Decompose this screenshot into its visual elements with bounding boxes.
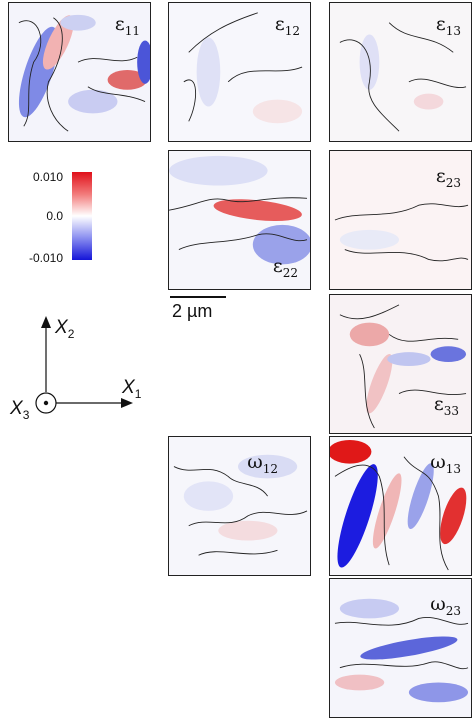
panel-omega-13: ω13: [329, 436, 472, 576]
colorbar-tick-max: 0.010: [32, 170, 63, 184]
strain-map-epsilon-12: [169, 3, 310, 141]
panel-epsilon-22: ε22: [168, 150, 311, 290]
label-epsilon-12: ε12: [274, 13, 300, 38]
strain-map-epsilon-33: [330, 295, 471, 433]
axis-label-x3: X3: [10, 398, 30, 422]
colorbar: [72, 172, 92, 260]
label-epsilon-22: ε22: [272, 255, 298, 280]
panel-omega-12: ω12: [168, 436, 311, 576]
colorbar-tick-zero: 0.0: [46, 209, 63, 223]
label-epsilon-11: ε11: [114, 13, 140, 38]
label-omega-12: ω12: [247, 451, 278, 476]
label-omega-23: ω23: [430, 593, 461, 618]
scalebar-label: 2 µm: [172, 301, 213, 321]
panel-epsilon-12: ε12: [168, 2, 311, 142]
label-epsilon-23: ε23: [435, 165, 461, 190]
rotation-map-omega-12: [169, 437, 310, 575]
axis-label-x2: X2: [55, 317, 75, 341]
strain-map-epsilon-23: [330, 151, 471, 289]
label-epsilon-33: ε33: [433, 393, 459, 418]
rotation-map-omega-23: [330, 579, 471, 717]
rotation-map-omega-13: [330, 437, 471, 575]
panel-epsilon-23: ε23: [329, 150, 472, 290]
strain-map-epsilon-11: [9, 3, 150, 141]
strain-map-epsilon-13: [330, 3, 471, 141]
panel-epsilon-33: ε33: [329, 294, 472, 434]
panel-epsilon-13: ε13: [329, 2, 472, 142]
strain-map-epsilon-22: [169, 151, 310, 289]
coordinate-axes: [35, 316, 133, 414]
axis-label-x1: X1: [122, 377, 142, 401]
scalebar-line: [170, 296, 226, 298]
panel-omega-23: ω23: [329, 578, 472, 718]
colorbar-tick-min: -0.010: [28, 251, 63, 265]
panel-epsilon-11: ε11: [8, 2, 151, 142]
label-epsilon-13: ε13: [435, 13, 461, 38]
label-omega-13: ω13: [430, 451, 461, 476]
